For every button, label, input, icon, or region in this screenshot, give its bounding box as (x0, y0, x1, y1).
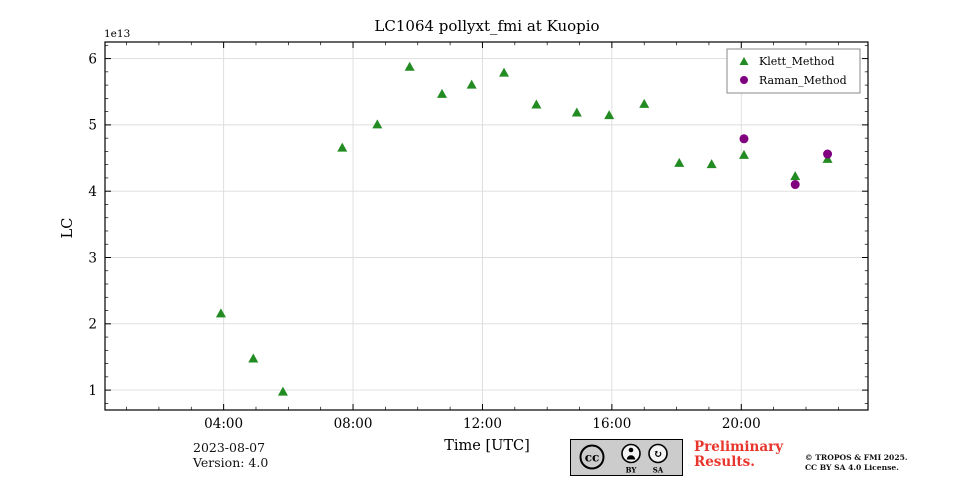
cc-badge-svg: cc BY ↻ SA (570, 439, 683, 476)
legend-label-klett_method: Klett_Method (759, 55, 835, 68)
x-tick-label: 04:00 (204, 416, 243, 432)
data-point-klett_method (215, 308, 226, 318)
copyright-note: © TROPOS & FMI 2025. CC BY SA 4.0 Licens… (805, 453, 908, 472)
data-point-klett_method (404, 61, 415, 71)
data-point-klett_method (437, 88, 448, 98)
sa-icon: ↻ SA (648, 443, 668, 475)
preliminary-line2: Results. (694, 454, 755, 470)
data-point-klett_method (706, 159, 717, 169)
plot-date: 2023-08-07 (193, 440, 266, 455)
svg-text:cc: cc (585, 451, 600, 465)
data-point-klett_method (499, 67, 510, 77)
cc-license-badge: cc BY ↻ SA (570, 439, 683, 480)
data-point-klett_method (277, 386, 288, 396)
y-tick-label: 6 (88, 51, 97, 67)
legend-marker-raman_method (740, 76, 748, 84)
preliminary-line1: Preliminary (694, 439, 784, 455)
y-tick-label: 1 (88, 383, 97, 399)
svg-text:↻: ↻ (653, 448, 662, 461)
y-tick-label: 4 (88, 184, 97, 200)
x-tick-label: 08:00 (334, 416, 373, 432)
data-point-klett_method (466, 79, 477, 89)
copyright-line2: CC BY SA 4.0 License. (805, 462, 899, 472)
legend-label-raman_method: Raman_Method (759, 74, 847, 87)
date-version-block: 2023-08-07 Version: 4.0 (193, 440, 268, 470)
y-tick-label: 5 (88, 118, 97, 134)
data-point-raman_method (790, 180, 800, 190)
plot-frame (104, 41, 869, 411)
data-point-klett_method (674, 157, 685, 167)
copyright-line1: © TROPOS & FMI 2025. (805, 453, 908, 462)
x-tick-label: 12:00 (463, 416, 502, 432)
y-tick-label: 2 (88, 317, 97, 333)
data-point-klett_method (372, 119, 383, 129)
data-point-raman_method (739, 134, 749, 144)
data-point-klett_method (531, 99, 542, 109)
data-point-klett_method (248, 353, 259, 363)
y-tick-label: 3 (88, 250, 97, 266)
data-point-klett_method (639, 98, 650, 108)
data-point-klett_method (738, 149, 749, 159)
x-tick-label: 16:00 (592, 416, 631, 432)
axis-offset-label: 1e13 (104, 28, 130, 40)
x-axis-label: Time [UTC] (444, 438, 530, 454)
data-point-klett_method (790, 171, 801, 181)
legend-marker-klett_method (739, 57, 749, 65)
legend-box (726, 48, 861, 94)
cc-icon: cc (579, 444, 605, 470)
plot-version: Version: 4.0 (193, 455, 269, 470)
y-axis-label: LC (60, 218, 76, 239)
sa-label: SA (653, 466, 664, 475)
data-point-klett_method (571, 107, 582, 117)
data-point-raman_method (823, 149, 833, 159)
by-icon: BY (621, 443, 641, 475)
data-point-klett_method (337, 142, 348, 152)
x-tick-label: 20:00 (722, 416, 761, 432)
chart-title: LC1064 pollyxt_fmi at Kuopio (374, 17, 599, 35)
preliminary-results-note: Preliminary Results. (694, 440, 783, 470)
by-label: BY (626, 466, 638, 475)
data-point-klett_method (604, 110, 615, 120)
